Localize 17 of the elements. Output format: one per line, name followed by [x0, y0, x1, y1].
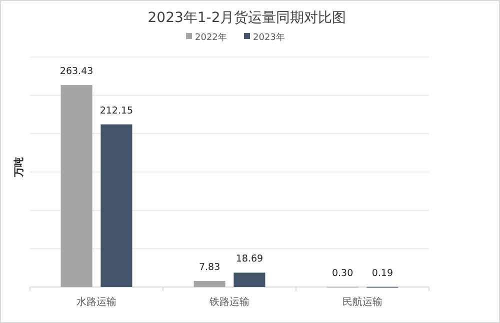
x-tick-label: 铁路运输: [208, 296, 250, 308]
x-tick-label: 水路运输: [76, 296, 116, 308]
data-label: 0.30: [332, 268, 354, 279]
data-label: 263.43: [60, 66, 94, 78]
legend-label: 2023年: [253, 32, 285, 43]
data-label: 212.15: [100, 105, 134, 116]
bar: [100, 124, 132, 287]
data-label: 0.19: [372, 268, 394, 279]
data-label: 7.83: [198, 262, 220, 273]
y-axis-title: 万吨: [13, 157, 25, 178]
x-tick-label: 民航运输: [342, 296, 382, 308]
legend-label: 2022年: [195, 32, 227, 43]
data-label: 18.69: [236, 254, 264, 265]
bar: [194, 280, 226, 287]
bar: [60, 85, 92, 287]
chart-title: 2023年1-2月货运量同期对比图: [148, 10, 346, 26]
bar: [234, 272, 266, 287]
